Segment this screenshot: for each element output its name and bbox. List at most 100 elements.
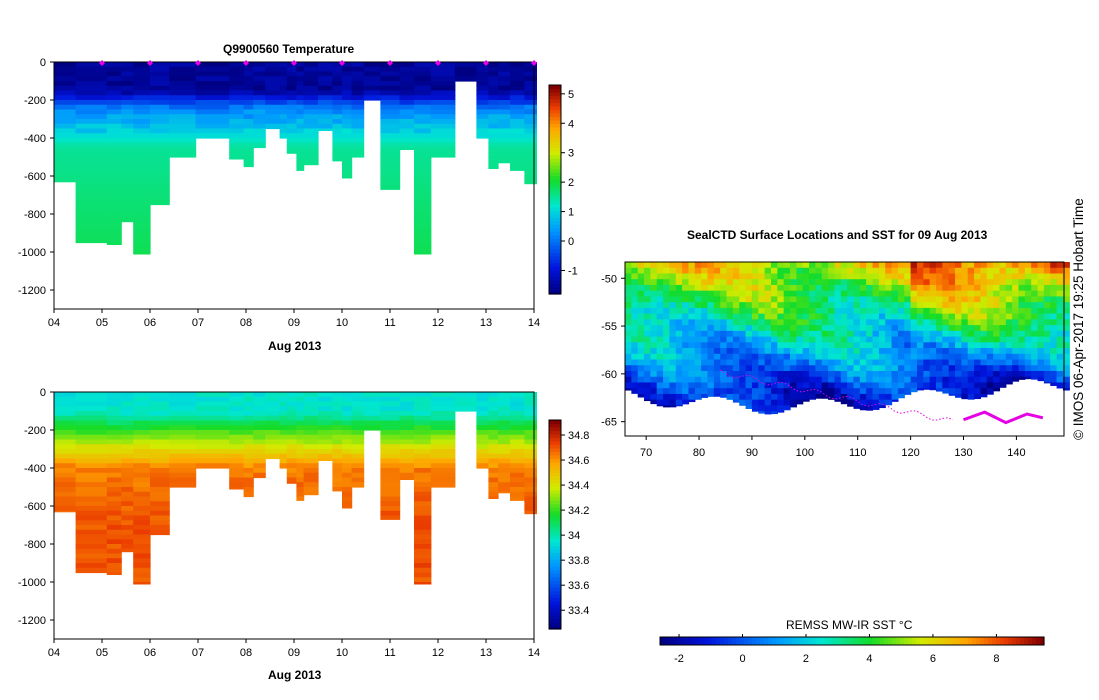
sst-colorbar-cell <box>956 637 961 645</box>
profile-cell <box>296 472 305 479</box>
sst-cell <box>1005 359 1013 366</box>
sst-cell <box>796 342 804 349</box>
sst-cell <box>726 267 734 275</box>
sst-cell <box>777 411 785 413</box>
sst-cell <box>834 388 842 395</box>
profile-cell <box>296 491 305 498</box>
sst-cell <box>999 267 1007 275</box>
profile-cell <box>430 76 456 82</box>
sst-cell <box>974 284 982 292</box>
x-tick-label: 11 <box>384 647 395 659</box>
sst-cell <box>993 376 1001 384</box>
profile-cell <box>279 415 288 422</box>
sst-cell <box>974 330 982 338</box>
sst-cell <box>1018 279 1026 286</box>
sst-cell <box>859 267 867 275</box>
sst-cell <box>707 388 715 395</box>
profile-cell <box>75 142 108 149</box>
sst-cell <box>1050 353 1058 361</box>
colorbar-cell <box>549 475 561 480</box>
profile-cell <box>106 406 122 412</box>
map-x-tick-label: 80 <box>693 447 705 459</box>
profile-cell <box>229 66 245 73</box>
sst-cell <box>993 370 1001 378</box>
sst-cell <box>1012 376 1020 382</box>
profile-cell <box>75 468 108 474</box>
sst-cell <box>656 382 664 389</box>
profile-cell <box>363 90 381 96</box>
profile-cell <box>106 66 122 73</box>
sst-colorbar-cell <box>696 637 701 645</box>
sst-cell <box>669 399 677 407</box>
sst-colorbar-cell <box>768 637 773 645</box>
sst-cell <box>1056 284 1064 292</box>
sst-cell <box>974 296 982 303</box>
sst-cell <box>897 342 905 349</box>
profile-cell <box>296 152 305 158</box>
sst-cell <box>961 279 969 286</box>
profile-cell <box>399 90 415 96</box>
profile-cell <box>498 66 511 73</box>
profile-cell <box>75 171 108 177</box>
sst-cell <box>872 382 880 389</box>
profile-cell <box>133 195 151 201</box>
profile-cell <box>498 161 511 164</box>
sst-cell <box>663 330 671 338</box>
sst-cell <box>961 376 969 384</box>
sst-cell <box>777 376 785 384</box>
profile-cell <box>286 90 297 96</box>
profile-cell <box>265 444 281 450</box>
profile-cell <box>253 415 266 422</box>
sst-cell <box>967 325 975 332</box>
sst-cell <box>904 393 912 395</box>
profile-cell <box>296 477 305 483</box>
sst-cell <box>1005 273 1013 280</box>
sst-colorbar-cell <box>964 637 969 645</box>
x-tick-label: 10 <box>336 647 348 659</box>
sst-cell <box>625 307 632 315</box>
profile-cell <box>106 218 122 225</box>
map-x-tick-label: 100 <box>796 447 814 459</box>
profile-cell <box>380 396 401 403</box>
sst-cell <box>790 359 797 366</box>
profile-cell <box>414 109 432 115</box>
sst-cell <box>682 302 690 309</box>
sst-cell <box>923 365 931 372</box>
sst-cell <box>694 359 702 366</box>
profile-cell <box>133 563 151 569</box>
profile-cell <box>286 104 297 111</box>
profile-cell <box>106 119 122 125</box>
profile-cell <box>303 119 319 125</box>
profile-cell <box>414 128 432 134</box>
sst-cell <box>955 319 962 326</box>
profile-cell <box>399 104 415 111</box>
sst-cell <box>777 284 785 292</box>
sst-cell <box>821 284 829 292</box>
profile-cell <box>430 472 456 479</box>
sst-cell <box>669 370 677 378</box>
sst-cell <box>694 267 702 275</box>
sst-cell <box>878 336 886 343</box>
sst-cell <box>675 336 683 343</box>
sst-cell <box>821 376 829 384</box>
colorbar-cell <box>549 255 561 260</box>
sst-cell <box>853 359 861 366</box>
sst-cell <box>758 290 766 298</box>
profile-cell <box>414 152 432 158</box>
sst-cell <box>720 342 728 349</box>
y-tick-label: -600 <box>24 501 46 513</box>
sst-cell <box>999 382 1007 388</box>
sst-cell <box>885 302 893 309</box>
profile-cell <box>106 491 122 498</box>
sst-cell <box>866 336 874 343</box>
sst-cell <box>955 353 962 361</box>
sst-cell <box>999 307 1007 315</box>
profile-cell <box>54 396 77 403</box>
profile-cell <box>133 109 151 115</box>
profile-cell <box>229 458 245 464</box>
profile-cell <box>296 468 305 474</box>
sst-cell <box>650 313 658 320</box>
profile-cell <box>195 133 230 139</box>
profile-cell <box>106 109 122 115</box>
x-tick-label: 09 <box>288 647 300 659</box>
